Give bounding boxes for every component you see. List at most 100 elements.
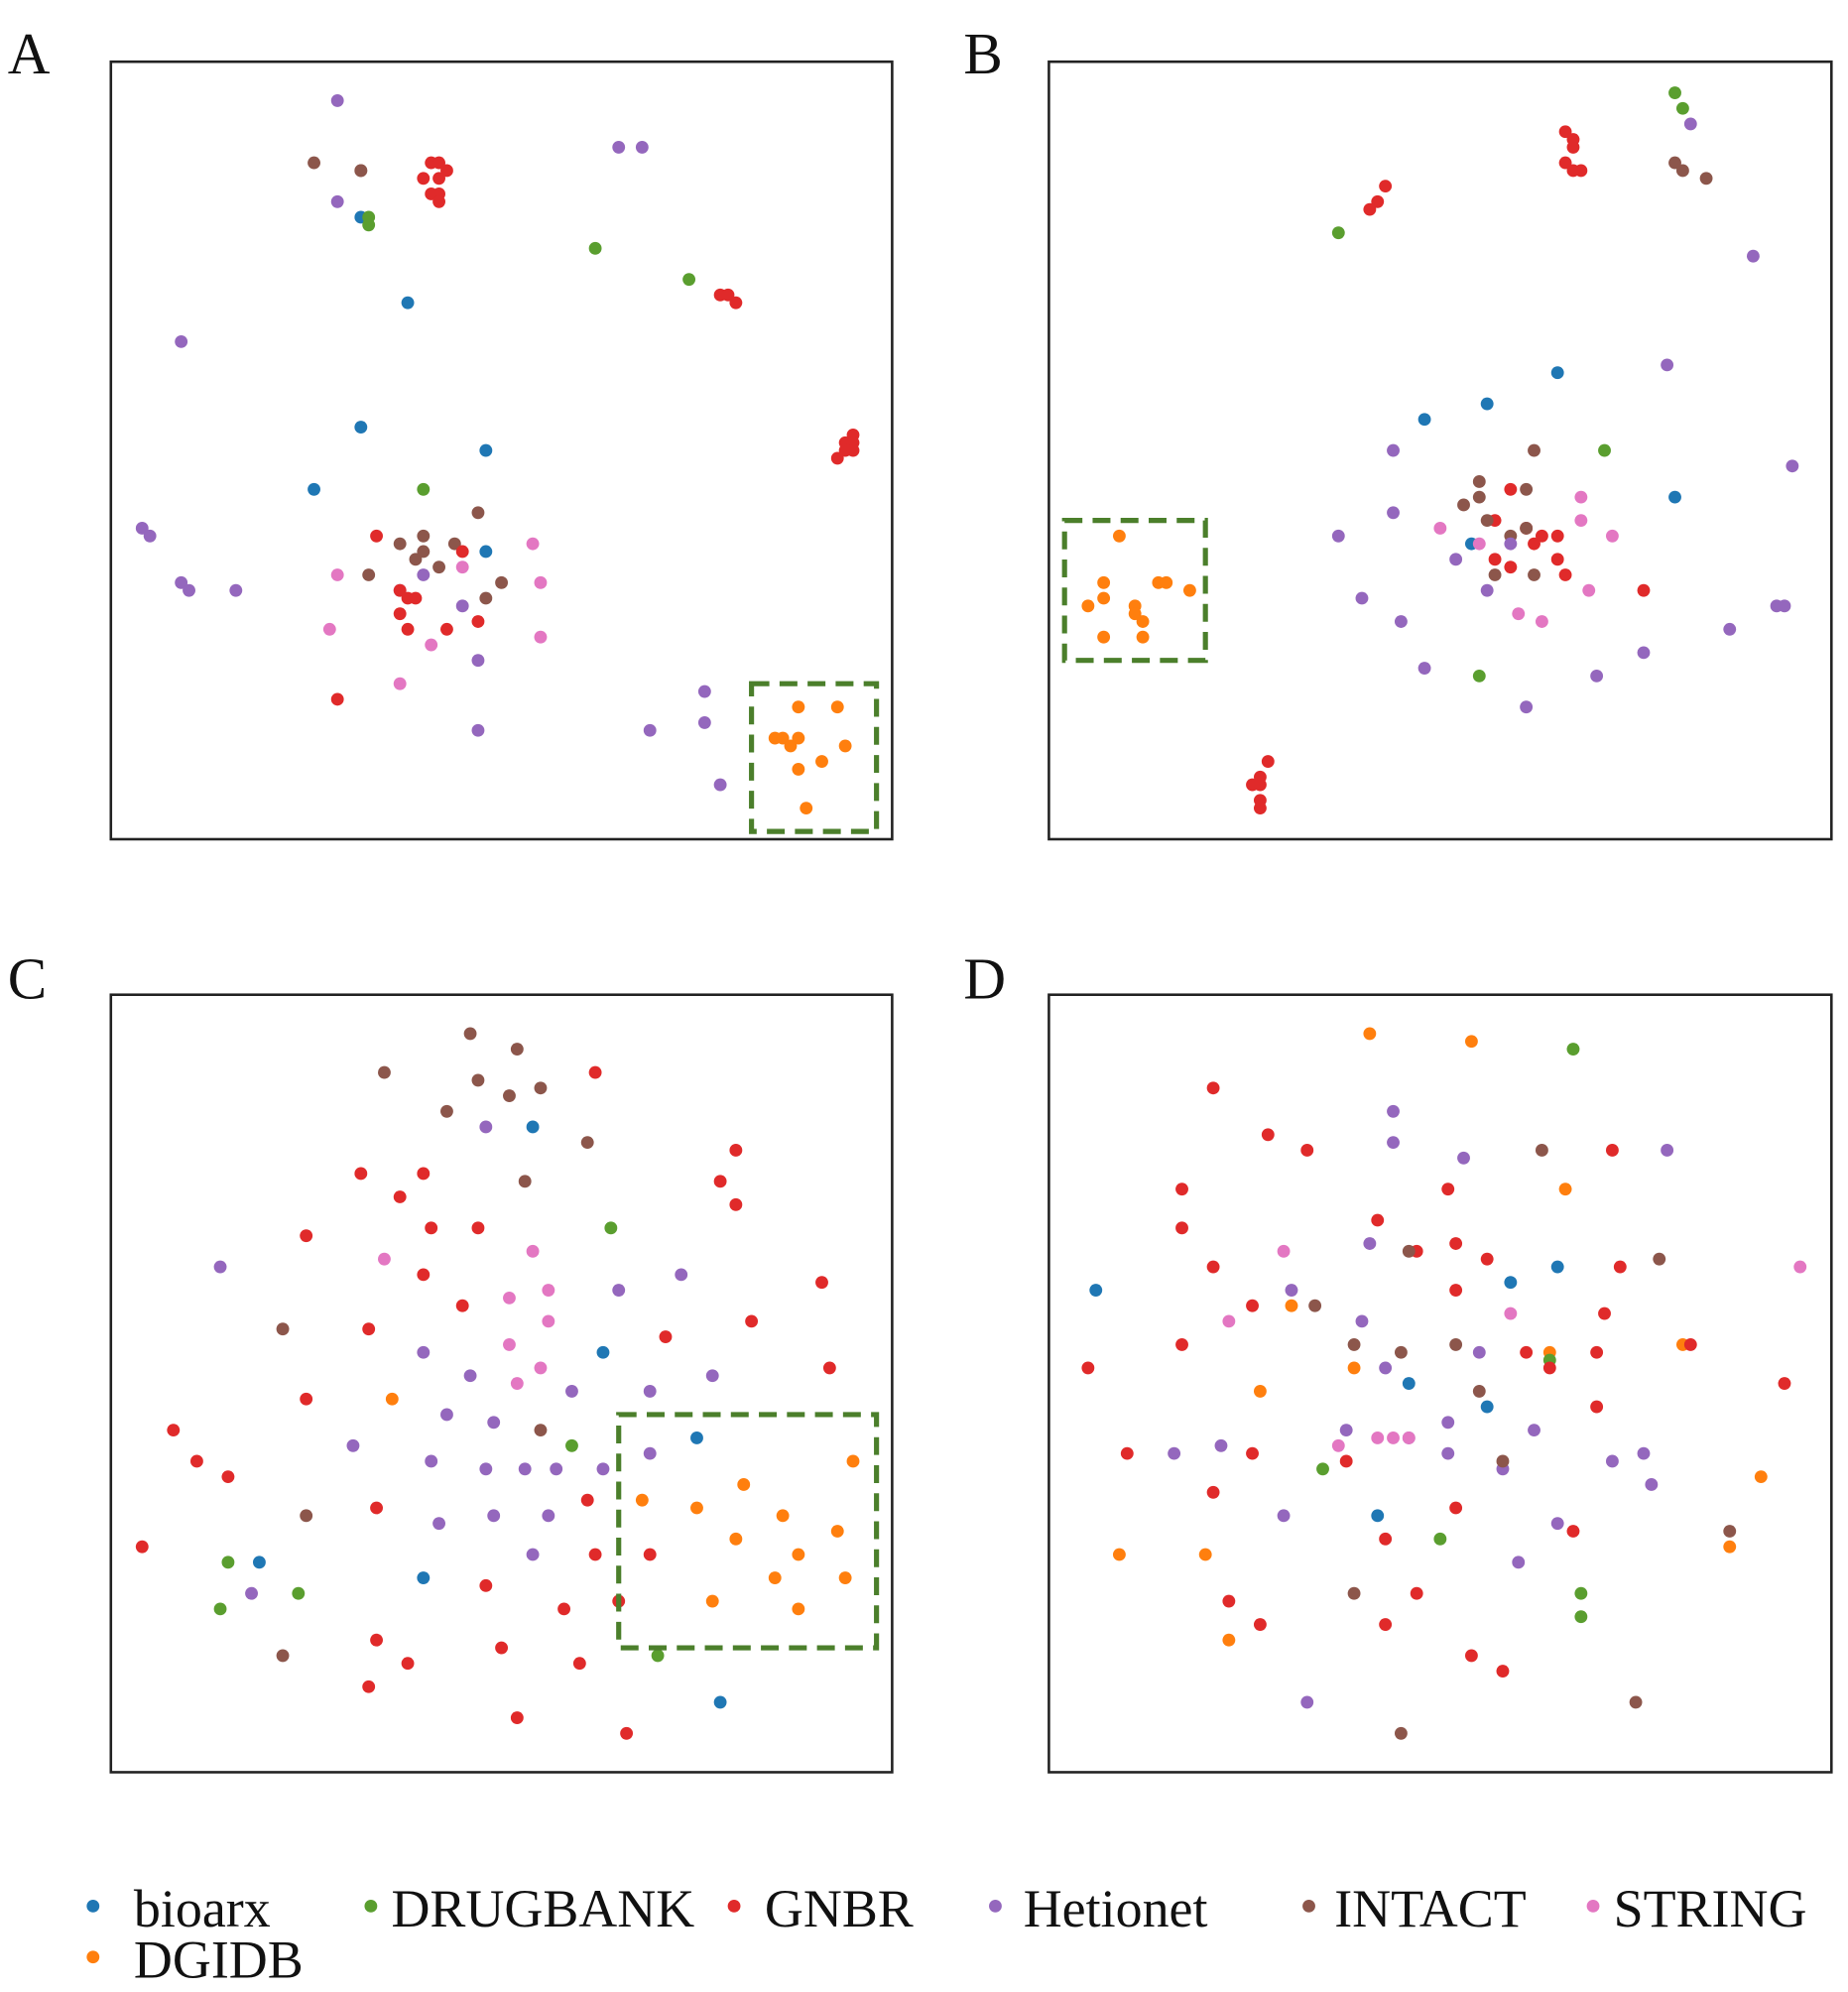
data-point-gnbr [1683, 1337, 1697, 1351]
series-hetionet [1331, 117, 1799, 714]
data-point-gnbr [1558, 568, 1572, 581]
data-point-gnbr [1175, 1221, 1188, 1235]
data-point-bioarx [1504, 1276, 1518, 1290]
data-point-hetionet [1661, 358, 1674, 372]
data-point-gnbr [354, 1167, 368, 1181]
data-point-hetionet [1786, 459, 1799, 473]
data-point-dgidb [737, 1478, 751, 1491]
data-point-intact [1528, 443, 1540, 457]
data-point-hetionet [183, 583, 195, 597]
data-point-hetionet [612, 141, 626, 154]
plot-frame [1047, 993, 1833, 1774]
data-point-drugbank [1472, 669, 1486, 683]
series-bioarx [1089, 1260, 1564, 1523]
legend-item-intact: INTACT [1302, 1879, 1527, 1938]
data-point-drugbank [588, 241, 602, 255]
panel-label: A [8, 21, 51, 86]
data-point-gnbr [1253, 802, 1267, 815]
data-point-gnbr [659, 1330, 673, 1343]
data-point-gnbr [440, 164, 453, 178]
data-point-hetionet [1550, 1517, 1564, 1531]
data-point-hetionet [1778, 599, 1791, 613]
data-point-bioarx [1371, 1509, 1385, 1523]
data-point-gnbr [721, 288, 735, 302]
data-point-gnbr [455, 1299, 469, 1312]
data-point-intact [354, 164, 368, 178]
data-point-bioarx [401, 296, 415, 310]
data-point-dgidb [830, 1525, 844, 1538]
series-gnbr [1246, 125, 1651, 815]
legend: bioarx DRUGBANK GNBR Hetionet INTACT STRING DG… [86, 1879, 1806, 1989]
series-dgidb [385, 1392, 860, 1616]
data-point-intact [1449, 1337, 1463, 1351]
series-hetionet [1168, 1104, 1674, 1709]
data-point-intact [1472, 475, 1486, 488]
data-point-gnbr [362, 1680, 376, 1693]
data-point-gnbr [588, 1065, 602, 1079]
data-point-dgidb [815, 755, 828, 769]
data-point-intact [1394, 1345, 1408, 1359]
data-point-drugbank [213, 1602, 227, 1616]
data-point-intact [1629, 1695, 1643, 1709]
data-point-bioarx [1480, 397, 1494, 411]
data-point-drugbank [604, 1221, 618, 1235]
legend-marker [1302, 1899, 1315, 1913]
data-point-hetionet [518, 1462, 532, 1476]
data-point-string [542, 1284, 555, 1297]
data-point-hetionet [330, 93, 344, 107]
data-point-gnbr [1550, 529, 1564, 543]
data-point-hetionet [1285, 1284, 1298, 1297]
data-point-intact [1520, 522, 1534, 535]
data-point-hetionet [330, 194, 344, 208]
data-point-intact [471, 506, 485, 520]
data-point-string [1433, 522, 1447, 535]
data-point-gnbr [1246, 1299, 1259, 1312]
legend-marker [727, 1899, 741, 1913]
data-point-gnbr [440, 622, 453, 636]
data-point-dgidb [1253, 1385, 1267, 1398]
data-point-drugbank [417, 482, 431, 496]
data-point-gnbr [1605, 1144, 1619, 1157]
data-point-drugbank [1316, 1462, 1329, 1476]
data-point-hetionet [1441, 1446, 1455, 1460]
data-point-dgidb [1347, 1361, 1361, 1375]
data-point-dgidb [1363, 1027, 1377, 1041]
data-point-hetionet [1457, 1151, 1470, 1165]
data-point-hetionet [612, 1284, 626, 1297]
panel-label: C [8, 946, 47, 1012]
data-point-gnbr [370, 529, 383, 543]
legend-marker [86, 1950, 100, 1964]
series-bioarx [308, 210, 493, 559]
data-point-drugbank [565, 1438, 578, 1452]
data-point-hetionet [1394, 615, 1408, 628]
data-point-gnbr [1637, 583, 1651, 597]
data-point-hetionet [1637, 646, 1651, 660]
highlight-box [616, 1412, 880, 1651]
data-point-hetionet [713, 778, 727, 792]
data-point-dgidb [1097, 575, 1111, 589]
data-point-intact [463, 1027, 477, 1041]
data-point-hetionet [346, 1438, 360, 1452]
legend-item-bioarx: bioarx [86, 1879, 271, 1938]
data-point-string [1512, 607, 1526, 621]
data-point-gnbr [300, 1392, 313, 1406]
data-point-gnbr [1528, 537, 1540, 551]
data-point-intact [1488, 568, 1502, 581]
data-point-intact [1699, 172, 1713, 186]
data-point-intact [503, 1089, 516, 1103]
data-point-hetionet [1512, 1556, 1526, 1569]
data-point-hetionet [432, 1517, 445, 1531]
data-point-gnbr [1222, 1594, 1236, 1608]
series-drugbank [1331, 86, 1689, 683]
data-point-intact [417, 529, 431, 543]
data-point-dgidb [705, 1594, 719, 1608]
data-point-dgidb [1198, 1548, 1212, 1561]
data-point-gnbr [846, 443, 860, 457]
data-point-hetionet [1480, 583, 1494, 597]
data-point-bioarx [417, 1571, 431, 1584]
data-point-intact [417, 545, 431, 559]
series-gnbr [135, 1065, 836, 1740]
data-point-dgidb [830, 700, 844, 714]
data-point-intact [378, 1065, 391, 1079]
data-point-hetionet [1387, 1104, 1400, 1118]
